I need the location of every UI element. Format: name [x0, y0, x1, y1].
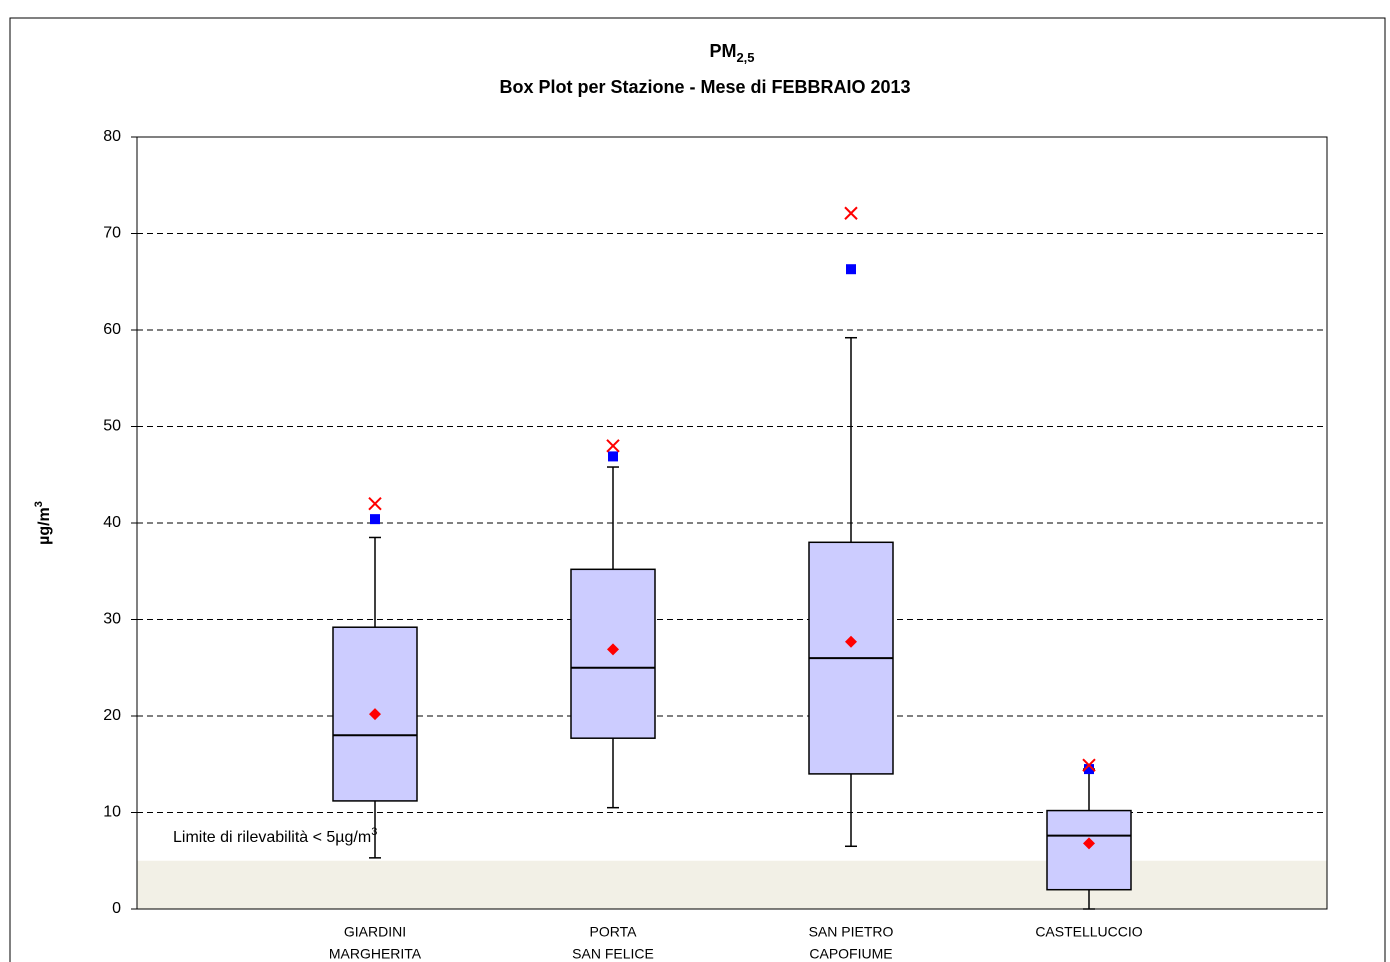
x-tick-label: GIARDINI [344, 924, 406, 940]
y-tick-label: 20 [103, 707, 121, 724]
cross-marker [368, 496, 382, 511]
mean-marker [845, 635, 857, 648]
y-tick-label: 30 [103, 611, 121, 628]
x-tick-label: SAN PIETRO [809, 924, 894, 940]
cross-marker [606, 439, 620, 453]
chart-subtitle: Box Plot per Stazione - Mese di FEBBRAIO… [499, 77, 910, 97]
y-tick-label: 80 [103, 128, 121, 145]
box [1046, 809, 1132, 891]
square-marker [1084, 764, 1094, 775]
mean-marker [1083, 837, 1095, 850]
x-tick-label: MARGHERITA [329, 946, 422, 962]
square-marker [846, 264, 856, 275]
y-axis-label: µg/m3 [33, 501, 53, 545]
x-tick-label: SAN FELICE [572, 946, 654, 962]
square-marker [608, 451, 618, 462]
y-tick-label: 70 [103, 225, 121, 242]
y-tick-label: 10 [103, 804, 121, 821]
x-tick-label: CAPOFIUME [809, 946, 892, 962]
y-tick-label: 60 [103, 321, 121, 338]
y-tick-label: 50 [103, 418, 121, 435]
detection-band [137, 860, 1327, 909]
title-main: PM [709, 41, 736, 61]
annotation-text: Limite di rilevabilità < 5µg/m [173, 829, 371, 846]
mean-marker [607, 643, 619, 656]
cross-marker [844, 206, 858, 220]
plot-area [136, 136, 1328, 910]
cross-marker [1082, 758, 1096, 772]
x-tick-label: PORTA [590, 924, 638, 940]
ylabel-main: µg/m [36, 507, 53, 545]
chart-frame [9, 17, 1386, 962]
annotation: Limite di rilevabilità < 5µg/m3 [173, 826, 377, 846]
title-subscript: 2,5 [736, 50, 754, 65]
ylabel-superscript: 3 [33, 501, 45, 507]
x-tick-label: CASTELLUCCIO [1035, 924, 1142, 940]
y-tick-label: 40 [103, 514, 121, 531]
chart-title: PM2,5 [709, 41, 754, 66]
y-tick-label: 0 [112, 900, 121, 917]
mean-marker [369, 708, 381, 721]
square-marker [370, 514, 380, 525]
